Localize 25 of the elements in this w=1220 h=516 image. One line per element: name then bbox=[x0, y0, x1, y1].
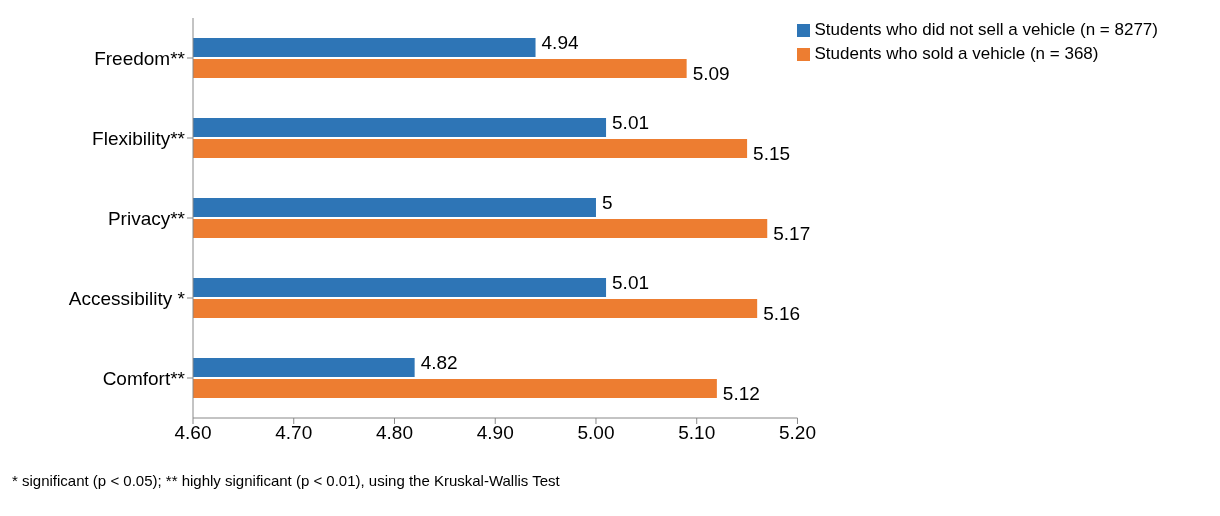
data-label: 5.09 bbox=[692, 63, 730, 85]
y-tick-label: Accessibility * bbox=[68, 287, 186, 309]
data-label: 5.15 bbox=[753, 143, 791, 165]
y-tick-label: Privacy** bbox=[107, 207, 186, 229]
data-label: 5.01 bbox=[612, 272, 650, 294]
x-tick-label: 4.60 bbox=[174, 422, 212, 444]
legend-label: Students who sold a vehicle (n = 368) bbox=[814, 44, 1099, 63]
y-tick-label: Comfort** bbox=[102, 367, 186, 389]
data-label: 5.01 bbox=[612, 112, 650, 134]
data-label: 4.82 bbox=[420, 352, 458, 374]
x-tick-label: 4.80 bbox=[376, 422, 413, 444]
x-tick-label: 5.00 bbox=[577, 422, 615, 444]
data-label: 5.12 bbox=[722, 383, 760, 405]
x-tick-label: 5.10 bbox=[678, 422, 716, 444]
y-tick-label: Flexibility** bbox=[92, 127, 186, 149]
x-tick-label: 5.20 bbox=[778, 422, 816, 444]
data-label: 5 bbox=[601, 192, 613, 214]
text: * significant (p < 0.05); ** highly significant (p < 0.01), using the Kruskal-Wallis Test bbox=[12, 472, 561, 489]
data-label: 5.17 bbox=[773, 223, 811, 245]
data-label: 5.16 bbox=[763, 303, 801, 325]
x-tick-label: 4.90 bbox=[476, 422, 514, 444]
legend-label: Students who did not sell a vehicle (n = 8277) bbox=[814, 20, 1158, 39]
x-tick-label: 4.70 bbox=[275, 422, 313, 444]
data-label: 4.94 bbox=[541, 32, 579, 54]
y-tick-label: Freedom** bbox=[94, 47, 186, 69]
